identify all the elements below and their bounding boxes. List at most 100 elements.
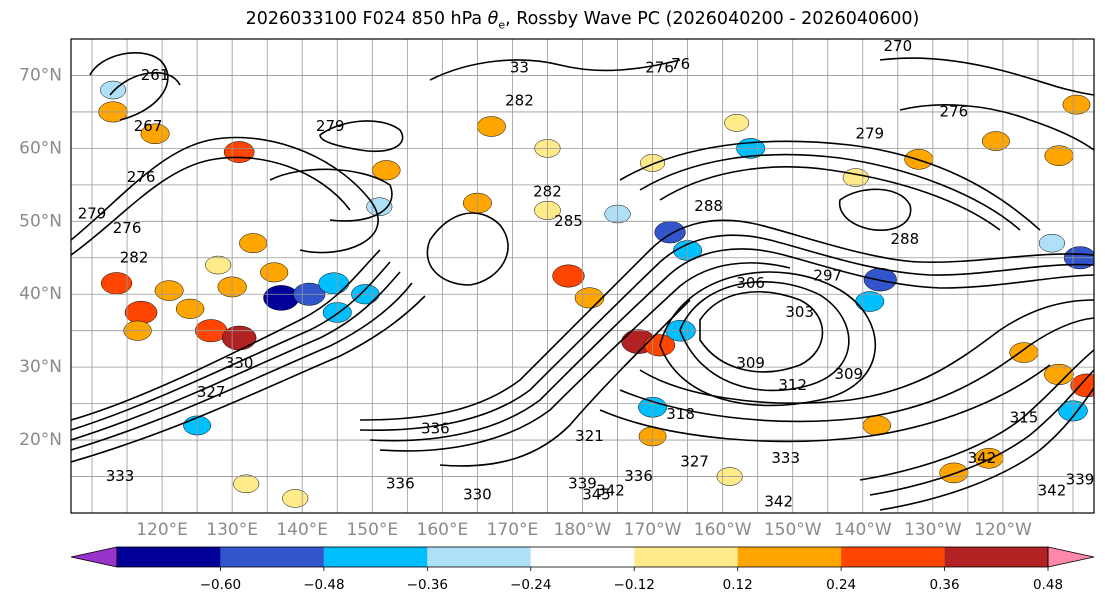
- contour-label: 282: [505, 91, 534, 109]
- colorbar-segment: [530, 547, 635, 567]
- contour-label: 336: [421, 420, 450, 438]
- pc-anomaly-cell: [574, 287, 605, 309]
- colorbar-segment: [944, 547, 1048, 567]
- contour-label: 276: [127, 168, 156, 186]
- contour-label: 333: [771, 449, 800, 467]
- colorbar-tick-label: 0.12: [723, 577, 753, 593]
- title-prefix: 2026033100 F024 850 hPa: [245, 9, 488, 29]
- contour-label: 336: [386, 474, 415, 492]
- colorbar-tick-label: −0.48: [303, 577, 344, 593]
- pc-anomaly-cell: [476, 116, 506, 137]
- pc-anomaly-cell: [724, 114, 750, 132]
- contour-labels: 261 270 276 282 279 276 279 282 285 288 288 297 306 3…: [78, 39, 1094, 511]
- pc-anomaly-cell: [654, 221, 686, 244]
- colorbar-tick-label: −0.12: [614, 577, 655, 593]
- colorbar-tick-label: −0.60: [200, 577, 241, 593]
- contour-label: 303: [785, 303, 814, 321]
- pc-anomaly-cell: [263, 285, 300, 311]
- contour-label: 33: [510, 59, 529, 77]
- contour-label: 318: [666, 405, 695, 423]
- contour-label: 309: [736, 354, 765, 372]
- pc-anomaly-cell: [260, 262, 289, 283]
- pc-anomaly-cell: [233, 474, 260, 494]
- latitude-tick-label: 30°N: [19, 357, 62, 377]
- colorbar-segment: [220, 547, 324, 567]
- longitude-tick-label: 180°W: [554, 520, 612, 540]
- pc-anomaly-cell: [862, 415, 891, 436]
- title-symbol: θ: [487, 9, 499, 29]
- theta-e-contours: [71, 52, 1094, 511]
- pc-anomaly-cell: [154, 280, 184, 301]
- longitude-tick-label: 160°W: [694, 520, 752, 540]
- colorbar-segment: [323, 547, 428, 567]
- longitude-tick-label: 130°E: [206, 520, 258, 540]
- contour-label: 306: [736, 274, 765, 292]
- contour-label: 312: [778, 376, 807, 394]
- colorbar-tick-label: 0.48: [1033, 577, 1063, 593]
- contour-label: 345: [582, 485, 611, 503]
- contour-label: 330: [225, 354, 254, 372]
- contour-label: 321: [575, 427, 604, 445]
- contour-label: 285: [554, 212, 583, 230]
- title-subscript: e: [498, 18, 506, 32]
- longitude-tick-label: 140°W: [834, 520, 892, 540]
- colorbar-outline: [116, 546, 1049, 568]
- longitude-tick-label: 130°W: [904, 520, 962, 540]
- pc-anomaly-cell: [223, 141, 255, 163]
- colorbar-segment: [634, 547, 738, 567]
- pc-anomaly-cell: [221, 325, 257, 351]
- pc-anomaly-cell: [282, 489, 309, 508]
- colorbar-segment: [737, 547, 842, 567]
- colorbar-tick-label: 0.24: [826, 577, 856, 593]
- pc-anomaly-cell: [982, 131, 1010, 151]
- pc-anomaly-cell: [318, 272, 350, 295]
- title-suffix: , Rossby Wave PC (2026040200 - 202604060…: [505, 9, 920, 29]
- longitude-tick-label: 150°E: [346, 520, 398, 540]
- colorbar-extend-high: [1047, 546, 1095, 568]
- contour-label: 261: [141, 66, 170, 84]
- contour-label: 276: [645, 59, 674, 77]
- colorbar-tick-label: 0.36: [930, 577, 960, 593]
- contour-label: 76: [671, 55, 690, 73]
- contour-label: 288: [694, 197, 723, 215]
- contour-label: 288: [890, 230, 919, 248]
- pc-anomaly-cell: [842, 168, 869, 187]
- contour-label: 315: [1010, 409, 1039, 427]
- contour-label: 336: [624, 467, 653, 485]
- contour-label: 339: [568, 474, 597, 492]
- latitude-tick-label: 40°N: [19, 284, 62, 304]
- contour-label: 267: [134, 117, 163, 135]
- longitude-tick-label: 170°W: [624, 520, 682, 540]
- contour-label: 276: [113, 219, 142, 237]
- longitude-tick-label: 160°E: [417, 520, 469, 540]
- contour-label: 276: [940, 102, 969, 120]
- colorbar-segment: [427, 547, 531, 567]
- latitude-tick-label: 20°N: [19, 430, 62, 450]
- pc-anomaly-cell: [366, 197, 393, 216]
- colorbar: −0.60 −0.48 −0.36 −0.24 −0.12 0.12 0.24 0.36 0.4…: [70, 546, 1095, 593]
- latitude-tick-label: 50°N: [19, 211, 62, 231]
- colorbar-tick-label: −0.36: [407, 577, 448, 593]
- contour-label: 342: [764, 493, 793, 511]
- colorbar-segment: [117, 547, 221, 567]
- longitude-tick-label: 150°W: [764, 520, 822, 540]
- contour-label: 330: [463, 485, 492, 503]
- contour-label: 333: [106, 467, 135, 485]
- contour-label: 327: [680, 452, 709, 470]
- colorbar-segment: [841, 547, 945, 567]
- pc-anomaly-cell: [1044, 363, 1074, 385]
- contour-label: 342: [596, 482, 625, 500]
- pc-anomaly-cell: [239, 233, 268, 254]
- contour-label: 342: [968, 449, 997, 467]
- pc-anomaly-cell: [205, 255, 232, 275]
- map-frame: [70, 38, 1095, 514]
- contour-label: 342: [1038, 482, 1067, 500]
- longitude-axis: 120°E 130°E 140°E 150°E 160°E 170°E 180°W 170°W…: [136, 520, 1032, 540]
- longitude-tick-label: 140°E: [276, 520, 328, 540]
- pc-anomaly-cell: [1009, 342, 1039, 363]
- latitude-tick-label: 70°N: [19, 65, 62, 85]
- colorbar-tick-label: −0.24: [510, 577, 551, 593]
- chart-title: 2026033100 F024 850 hPa θe, Rossby Wave …: [0, 9, 1105, 32]
- pc-anomaly-cell: [1062, 94, 1091, 115]
